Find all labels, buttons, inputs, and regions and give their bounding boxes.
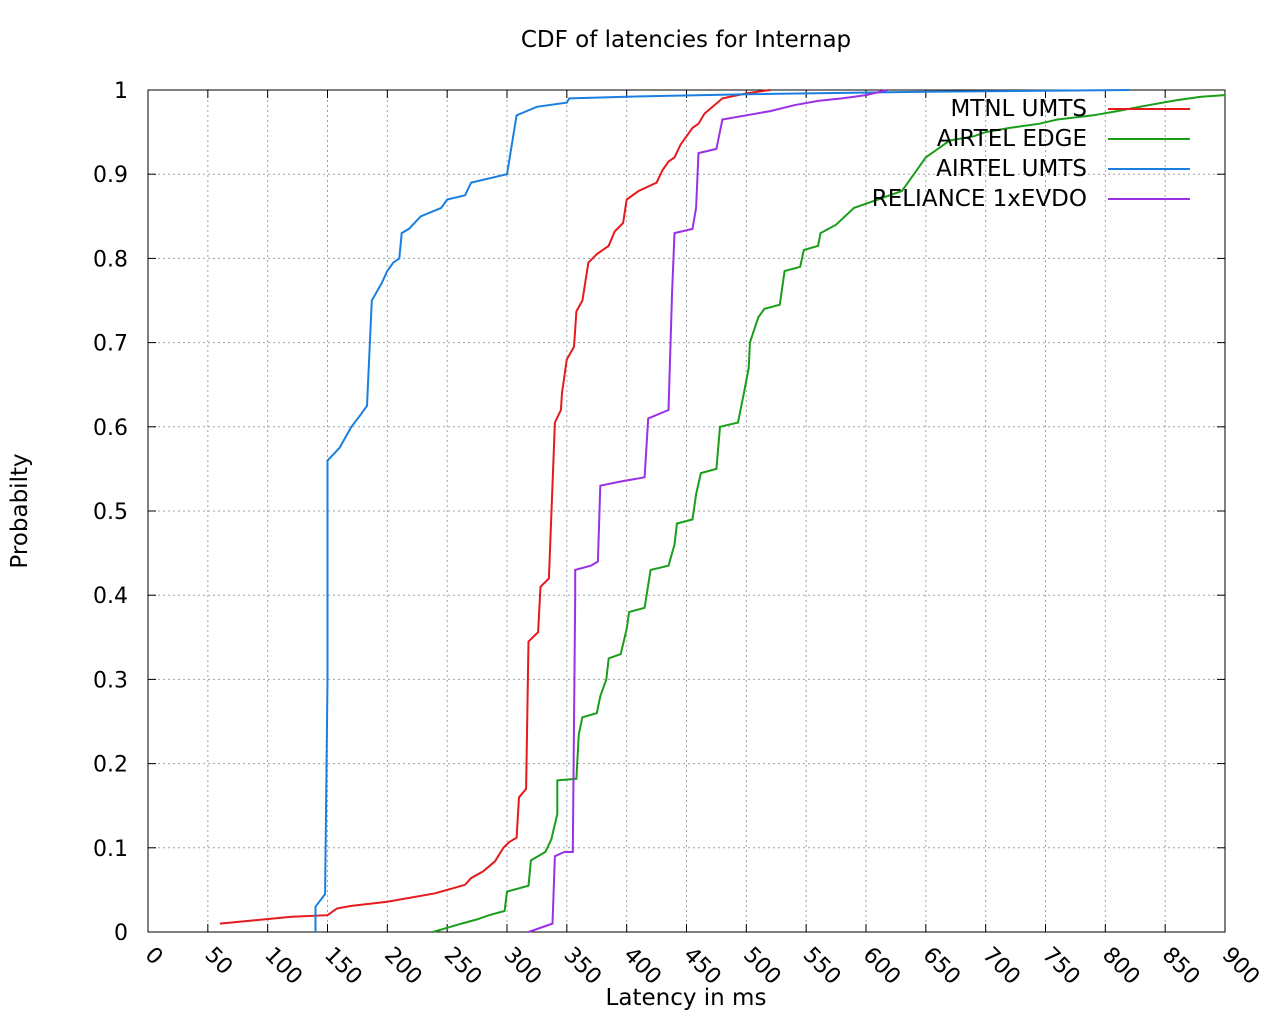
series-line-2: [432, 94, 1226, 933]
x-tick-label: 150: [319, 943, 366, 990]
y-tick-label: 1: [114, 79, 128, 104]
x-tick-label: 300: [499, 943, 546, 990]
legend: MTNL UMTS AIRTEL EDGE AIRTEL UMTS RELIANCE …: [872, 96, 1190, 212]
x-axis-label: Latency in ms: [606, 985, 767, 1011]
y-axis-ticks: 0 0.1 0.2 0.3 0.4 0.5 0.6 0.7 0.8 0.9 1: [93, 79, 1225, 946]
x-tick-label: 900: [1217, 943, 1264, 990]
legend-label: AIRTEL UMTS: [936, 156, 1087, 182]
x-tick-label: 400: [618, 943, 665, 990]
x-tick-label: 700: [977, 943, 1024, 990]
y-tick-label: 0.9: [93, 163, 128, 188]
series-line-1: [219, 89, 771, 925]
y-tick-label: 0.8: [93, 247, 128, 272]
series-group: [219, 89, 1226, 933]
x-tick-label: 200: [379, 943, 426, 990]
x-tick-label: 450: [678, 943, 725, 990]
y-tick-label: 0.3: [93, 668, 128, 693]
legend-label: AIRTEL EDGE: [937, 126, 1087, 152]
chart-title: CDF of latencies for Internap: [521, 27, 851, 53]
y-tick-label: 0.2: [93, 753, 128, 778]
x-tick-label: 650: [918, 943, 965, 990]
y-tick-label: 0.1: [93, 837, 128, 862]
y-tick-label: 0.7: [93, 332, 128, 357]
x-tick-label: 750: [1037, 943, 1084, 990]
x-axis-ticks: 0 50 100 150 200 250 300 350 400 450 500 550 600 650 7…: [140, 90, 1264, 990]
grid: [148, 90, 1225, 932]
x-tick-label: 850: [1157, 943, 1204, 990]
x-tick-label: 550: [798, 943, 845, 990]
y-tick-label: 0.6: [93, 416, 128, 441]
series-line-4: [528, 89, 888, 933]
y-tick-label: 0: [114, 921, 128, 946]
x-tick-label: 500: [738, 943, 785, 990]
x-tick-label: 600: [858, 943, 905, 990]
legend-label: RELIANCE 1xEVDO: [872, 186, 1087, 212]
y-tick-label: 0.4: [93, 584, 128, 609]
x-tick-label: 50: [200, 943, 237, 980]
x-tick-label: 0: [140, 943, 168, 971]
y-tick-label: 0.5: [93, 500, 128, 525]
legend-label: MTNL UMTS: [950, 96, 1087, 122]
x-tick-label: 100: [259, 943, 306, 990]
y-axis-label: Probabilty: [7, 453, 33, 568]
x-tick-label: 350: [559, 943, 606, 990]
x-tick-label: 800: [1097, 943, 1144, 990]
x-tick-label: 250: [439, 943, 486, 990]
series-line-3: [314, 89, 1130, 932]
